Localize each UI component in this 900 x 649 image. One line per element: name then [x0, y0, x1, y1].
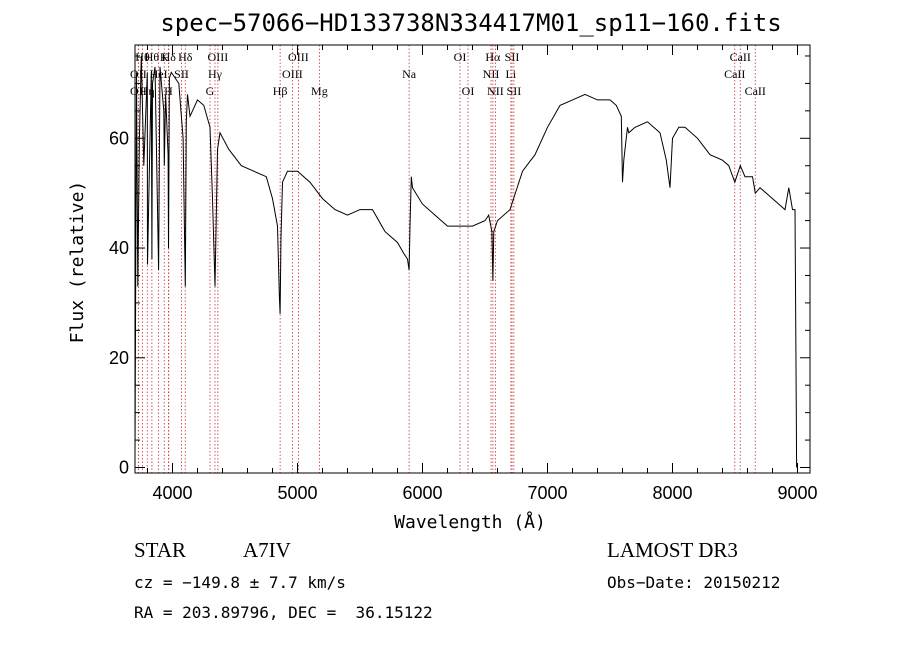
spectral-line-label: HeI [150, 67, 168, 81]
x-tick-label: 6000 [402, 483, 442, 503]
spectral-line-label: OIII [288, 50, 309, 64]
spectral-line-label: Hα [485, 50, 501, 64]
y-tick-label: 0 [119, 458, 129, 478]
x-tick-label: 9000 [777, 483, 817, 503]
y-tick-label: 40 [109, 238, 129, 258]
object-type: STAR [134, 538, 186, 562]
spectral-line-label: NII [487, 84, 504, 98]
spectral-line-label: CaII [724, 67, 745, 81]
spectral-line-label: SII [505, 50, 520, 64]
spectral-line-label: K [160, 50, 169, 64]
x-tick-label: 4000 [152, 483, 192, 503]
axis-ticks: 4000 5000 6000 7000 8000 9000 0 20 40 60 [109, 45, 818, 503]
spectral-line-label: Hδ [162, 50, 177, 64]
chart-title: spec−57066−HD133738N334417M01_sp11−160.f… [160, 9, 781, 37]
spectral-line-markers: OIIOIIHθHηHθHeIKHHδSIIHδGHγOIIIHβOIIIOII… [130, 45, 766, 473]
x-tick-label: 8000 [652, 483, 692, 503]
spectrum-line [134, 55, 798, 468]
spectral-line-label: CaII [730, 50, 751, 64]
spectral-line-label: Mg [311, 84, 328, 98]
spectral-line-label: OI [462, 84, 475, 98]
y-tick-label: 20 [109, 348, 129, 368]
plot-frame [134, 44, 811, 474]
obs-date: Obs−Date: 20150212 [607, 573, 781, 592]
y-axis-label: Flux (relative) [67, 181, 88, 344]
spectral-line-label: Hθ [135, 50, 150, 64]
spectral-line-label: SII [507, 84, 522, 98]
x-tick-label: 7000 [527, 483, 567, 503]
survey-label: LAMOST DR3 [607, 538, 738, 562]
spectral-line-label: G [206, 84, 215, 98]
subclass: A7IV [243, 538, 291, 562]
y-tick-label: 60 [109, 128, 129, 148]
spectral-line-label: SII [174, 67, 189, 81]
spectral-line-label: Hβ [273, 84, 288, 98]
coordinates: RA = 203.89796, DEC = 36.15122 [134, 603, 433, 622]
spectral-line-label: Hδ [178, 50, 193, 64]
spectral-line-label: Li [506, 67, 517, 81]
spectral-line-label: OIII [208, 50, 229, 64]
spectral-line-label: Hθ [145, 50, 160, 64]
spectral-line-label: Na [402, 67, 417, 81]
x-axis-label: Wavelength (Å) [394, 511, 546, 533]
spectral-line-label: OI [454, 50, 467, 64]
x-tick-label: 5000 [277, 483, 317, 503]
spectral-line-label: Hγ [208, 67, 223, 81]
spectral-line-label: OIII [282, 67, 303, 81]
spectral-line-label: CaII [745, 84, 766, 98]
redshift-cz: cz = −149.8 ± 7.7 km/s [134, 573, 346, 592]
spectral-line-label: NII [483, 67, 500, 81]
